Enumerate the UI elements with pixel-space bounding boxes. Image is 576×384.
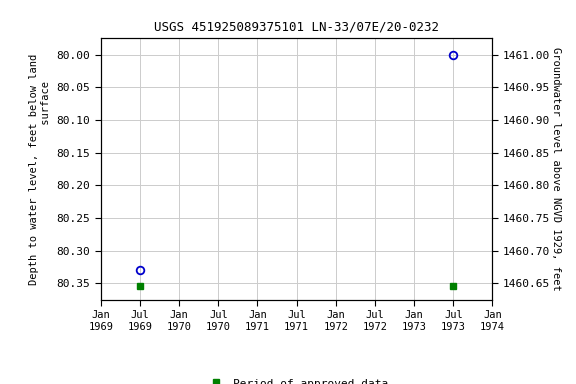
Period of approved data — [137, 284, 143, 289]
Period of approved data — [450, 284, 457, 289]
Line: Period of approved data: Period of approved data — [137, 284, 456, 289]
Title: USGS 451925089375101 LN-33/07E/20-0232: USGS 451925089375101 LN-33/07E/20-0232 — [154, 20, 439, 33]
Y-axis label: Groundwater level above NGVD 1929, feet: Groundwater level above NGVD 1929, feet — [551, 47, 561, 291]
Y-axis label: Depth to water level, feet below land
                     surface: Depth to water level, feet below land su… — [29, 53, 51, 285]
Legend: Period of approved data: Period of approved data — [205, 378, 388, 384]
